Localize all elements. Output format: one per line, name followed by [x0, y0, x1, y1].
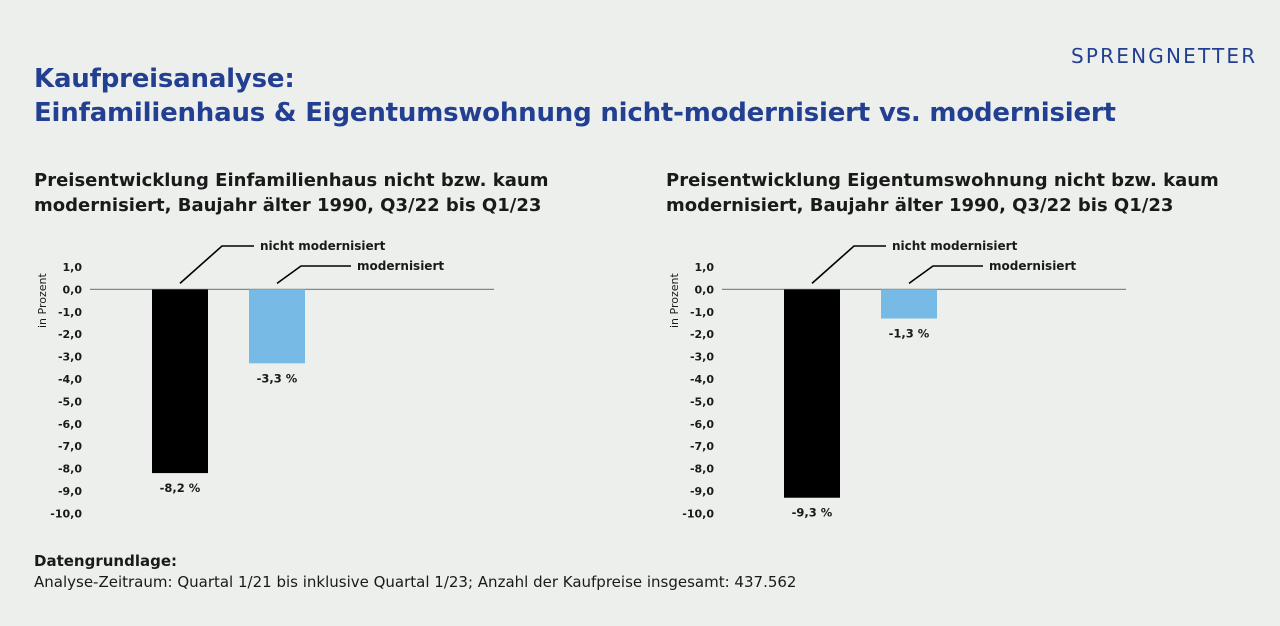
page-title: Kaufpreisanalyse: Einfamilienhaus & Eige…	[34, 62, 1116, 130]
chart2-y-tick-label: -4,0	[690, 373, 714, 386]
chart1-y-tick-label: -2,0	[58, 328, 82, 341]
chart2-y-tick-label: -3,0	[690, 351, 714, 364]
chart2-callout-line	[908, 265, 983, 285]
chart1-y-tick-label: -4,0	[58, 373, 82, 386]
chart1-bar-nicht-modernisiert	[152, 289, 208, 474]
chart1-value-label: -8,2 %	[160, 481, 201, 495]
chart2-bar-nicht-modernisiert	[784, 289, 840, 498]
chart2-y-tick-label: -7,0	[690, 440, 714, 453]
chart2-title: Preisentwicklung Eigentumswohnung nicht …	[666, 168, 1226, 218]
chart1-value-label: -3,3 %	[257, 371, 298, 385]
chart1-title-line1: Preisentwicklung Einfamilienhaus nicht b…	[34, 170, 549, 191]
chart1-y-tick-label: -3,0	[58, 351, 82, 364]
footer-text: Analyse-Zeitraum: Quartal 1/21 bis inklu…	[34, 573, 797, 591]
chart1-callout-line	[276, 265, 351, 285]
chart-eigentumswohnung: in Prozent 1,0 0,0 -1,0 -2,0 -3,0 -4,0 -5,0 -6,0…	[668, 239, 1126, 520]
chart1-y-tick-label: 1,0	[63, 261, 83, 274]
chart2-bar-modernisiert	[881, 289, 937, 319]
chart2-y-tick-label: -2,0	[690, 328, 714, 341]
chart1-y-tick-label: -5,0	[58, 395, 82, 408]
chart1-y-axis-label: in Prozent	[36, 273, 49, 328]
chart2-y-tick-label: 0,0	[695, 283, 715, 296]
page-title-line1: Kaufpreisanalyse:	[34, 64, 295, 94]
chart1-y-tick-label: -9,0	[58, 485, 82, 498]
page-title-line2: Einfamilienhaus & Eigentumswohnung nicht…	[34, 98, 1116, 128]
chart2-y-tick-label: -1,0	[690, 306, 714, 319]
chart2-y-tick-label: 1,0	[695, 261, 715, 274]
chart1-title: Preisentwicklung Einfamilienhaus nicht b…	[34, 168, 594, 218]
chart2-y-tick-label: -9,0	[690, 485, 714, 498]
chart1-y-tick-label: 0,0	[63, 283, 83, 296]
chart1-y-tick-label: -6,0	[58, 418, 82, 431]
footer-heading: Datengrundlage:	[34, 552, 177, 570]
chart2-legend-modernisiert: modernisiert	[989, 259, 1076, 273]
chart2-title-line1: Preisentwicklung Eigentumswohnung nicht …	[666, 170, 1219, 191]
chart2-value-label: -9,3 %	[792, 506, 833, 520]
chart1-y-tick-label: -8,0	[58, 463, 82, 476]
chart1-y-tick-label: -7,0	[58, 440, 82, 453]
chart-einfamilienhaus: in Prozent 1,0 0,0 -1,0 -2,0 -3,0 -4,0 -5,0 -6,0…	[36, 239, 494, 520]
chart1-bar-modernisiert	[249, 289, 305, 364]
chart2-y-axis-label: in Prozent	[668, 273, 681, 328]
chart1-legend-nicht-modernisiert: nicht modernisiert	[260, 239, 386, 253]
chart2-y-tick-label: -10,0	[682, 507, 714, 520]
chart2-y-tick-label: -5,0	[690, 395, 714, 408]
brand-logo: SPRENGNETTER	[1071, 44, 1258, 68]
chart2-y-tick-label: -8,0	[690, 463, 714, 476]
chart1-legend-modernisiert: modernisiert	[357, 259, 444, 273]
chart2-y-tick-label: -6,0	[690, 418, 714, 431]
chart1-title-line2: modernisiert, Baujahr älter 1990, Q3/22 …	[34, 195, 542, 216]
chart2-callout-line	[811, 245, 886, 284]
chart1-y-tick-label: -1,0	[58, 306, 82, 319]
chart2-legend-nicht-modernisiert: nicht modernisiert	[892, 239, 1018, 253]
chart2-title-line2: modernisiert, Baujahr älter 1990, Q3/22 …	[666, 195, 1174, 216]
chart1-callout-line	[179, 245, 254, 284]
chart1-y-tick-label: -10,0	[50, 507, 82, 520]
chart2-value-label: -1,3 %	[889, 327, 930, 341]
